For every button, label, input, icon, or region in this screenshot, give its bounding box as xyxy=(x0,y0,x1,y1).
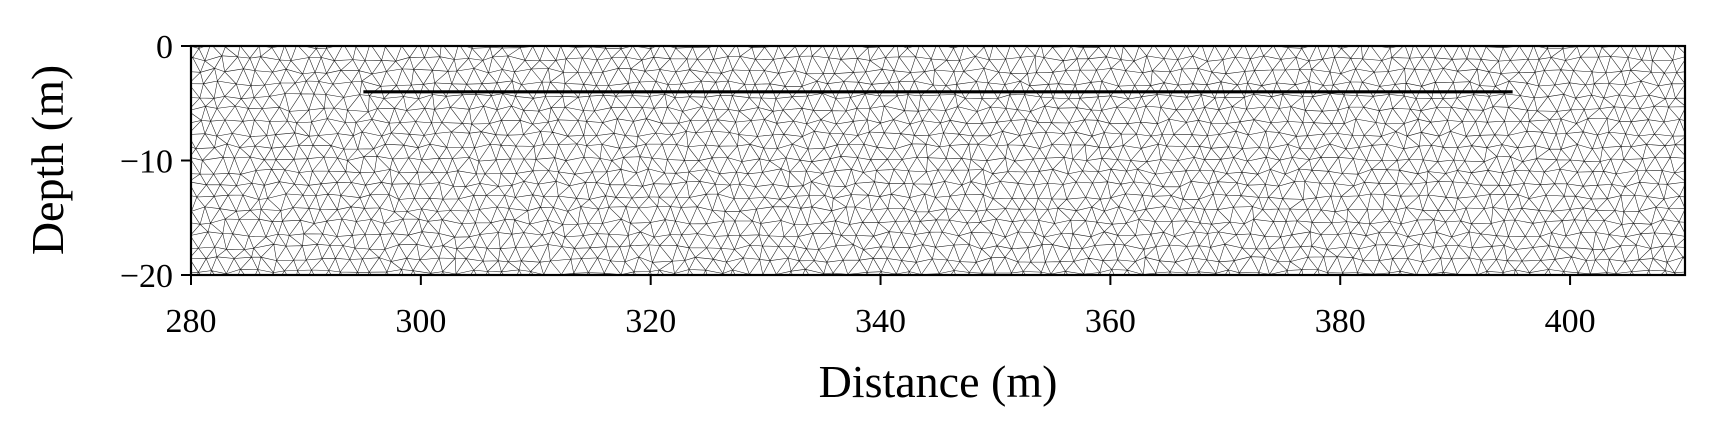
x-axis-label: Distance (m) xyxy=(819,356,1058,407)
y-axis-ticks: 0 −10 −20 xyxy=(120,29,191,295)
x-tick-label-300: 300 xyxy=(395,303,446,340)
x-tick-label-380: 380 xyxy=(1315,303,1366,340)
x-tick-label-340: 340 xyxy=(855,303,906,340)
mesh-edges xyxy=(191,46,1685,275)
y-tick-label-0: 0 xyxy=(156,29,173,66)
triangular-mesh xyxy=(191,46,1685,275)
x-axis-ticks: 280 300 320 340 360 380 400 xyxy=(166,275,1596,340)
y-axis-label: Depth (m) xyxy=(22,65,73,255)
y-tick-label--20: −20 xyxy=(120,258,173,295)
x-tick-label-320: 320 xyxy=(625,303,676,340)
y-tick-label--10: −10 xyxy=(120,144,173,181)
x-tick-label-400: 400 xyxy=(1545,303,1596,340)
x-tick-label-280: 280 xyxy=(166,303,217,340)
x-tick-label-360: 360 xyxy=(1085,303,1136,340)
